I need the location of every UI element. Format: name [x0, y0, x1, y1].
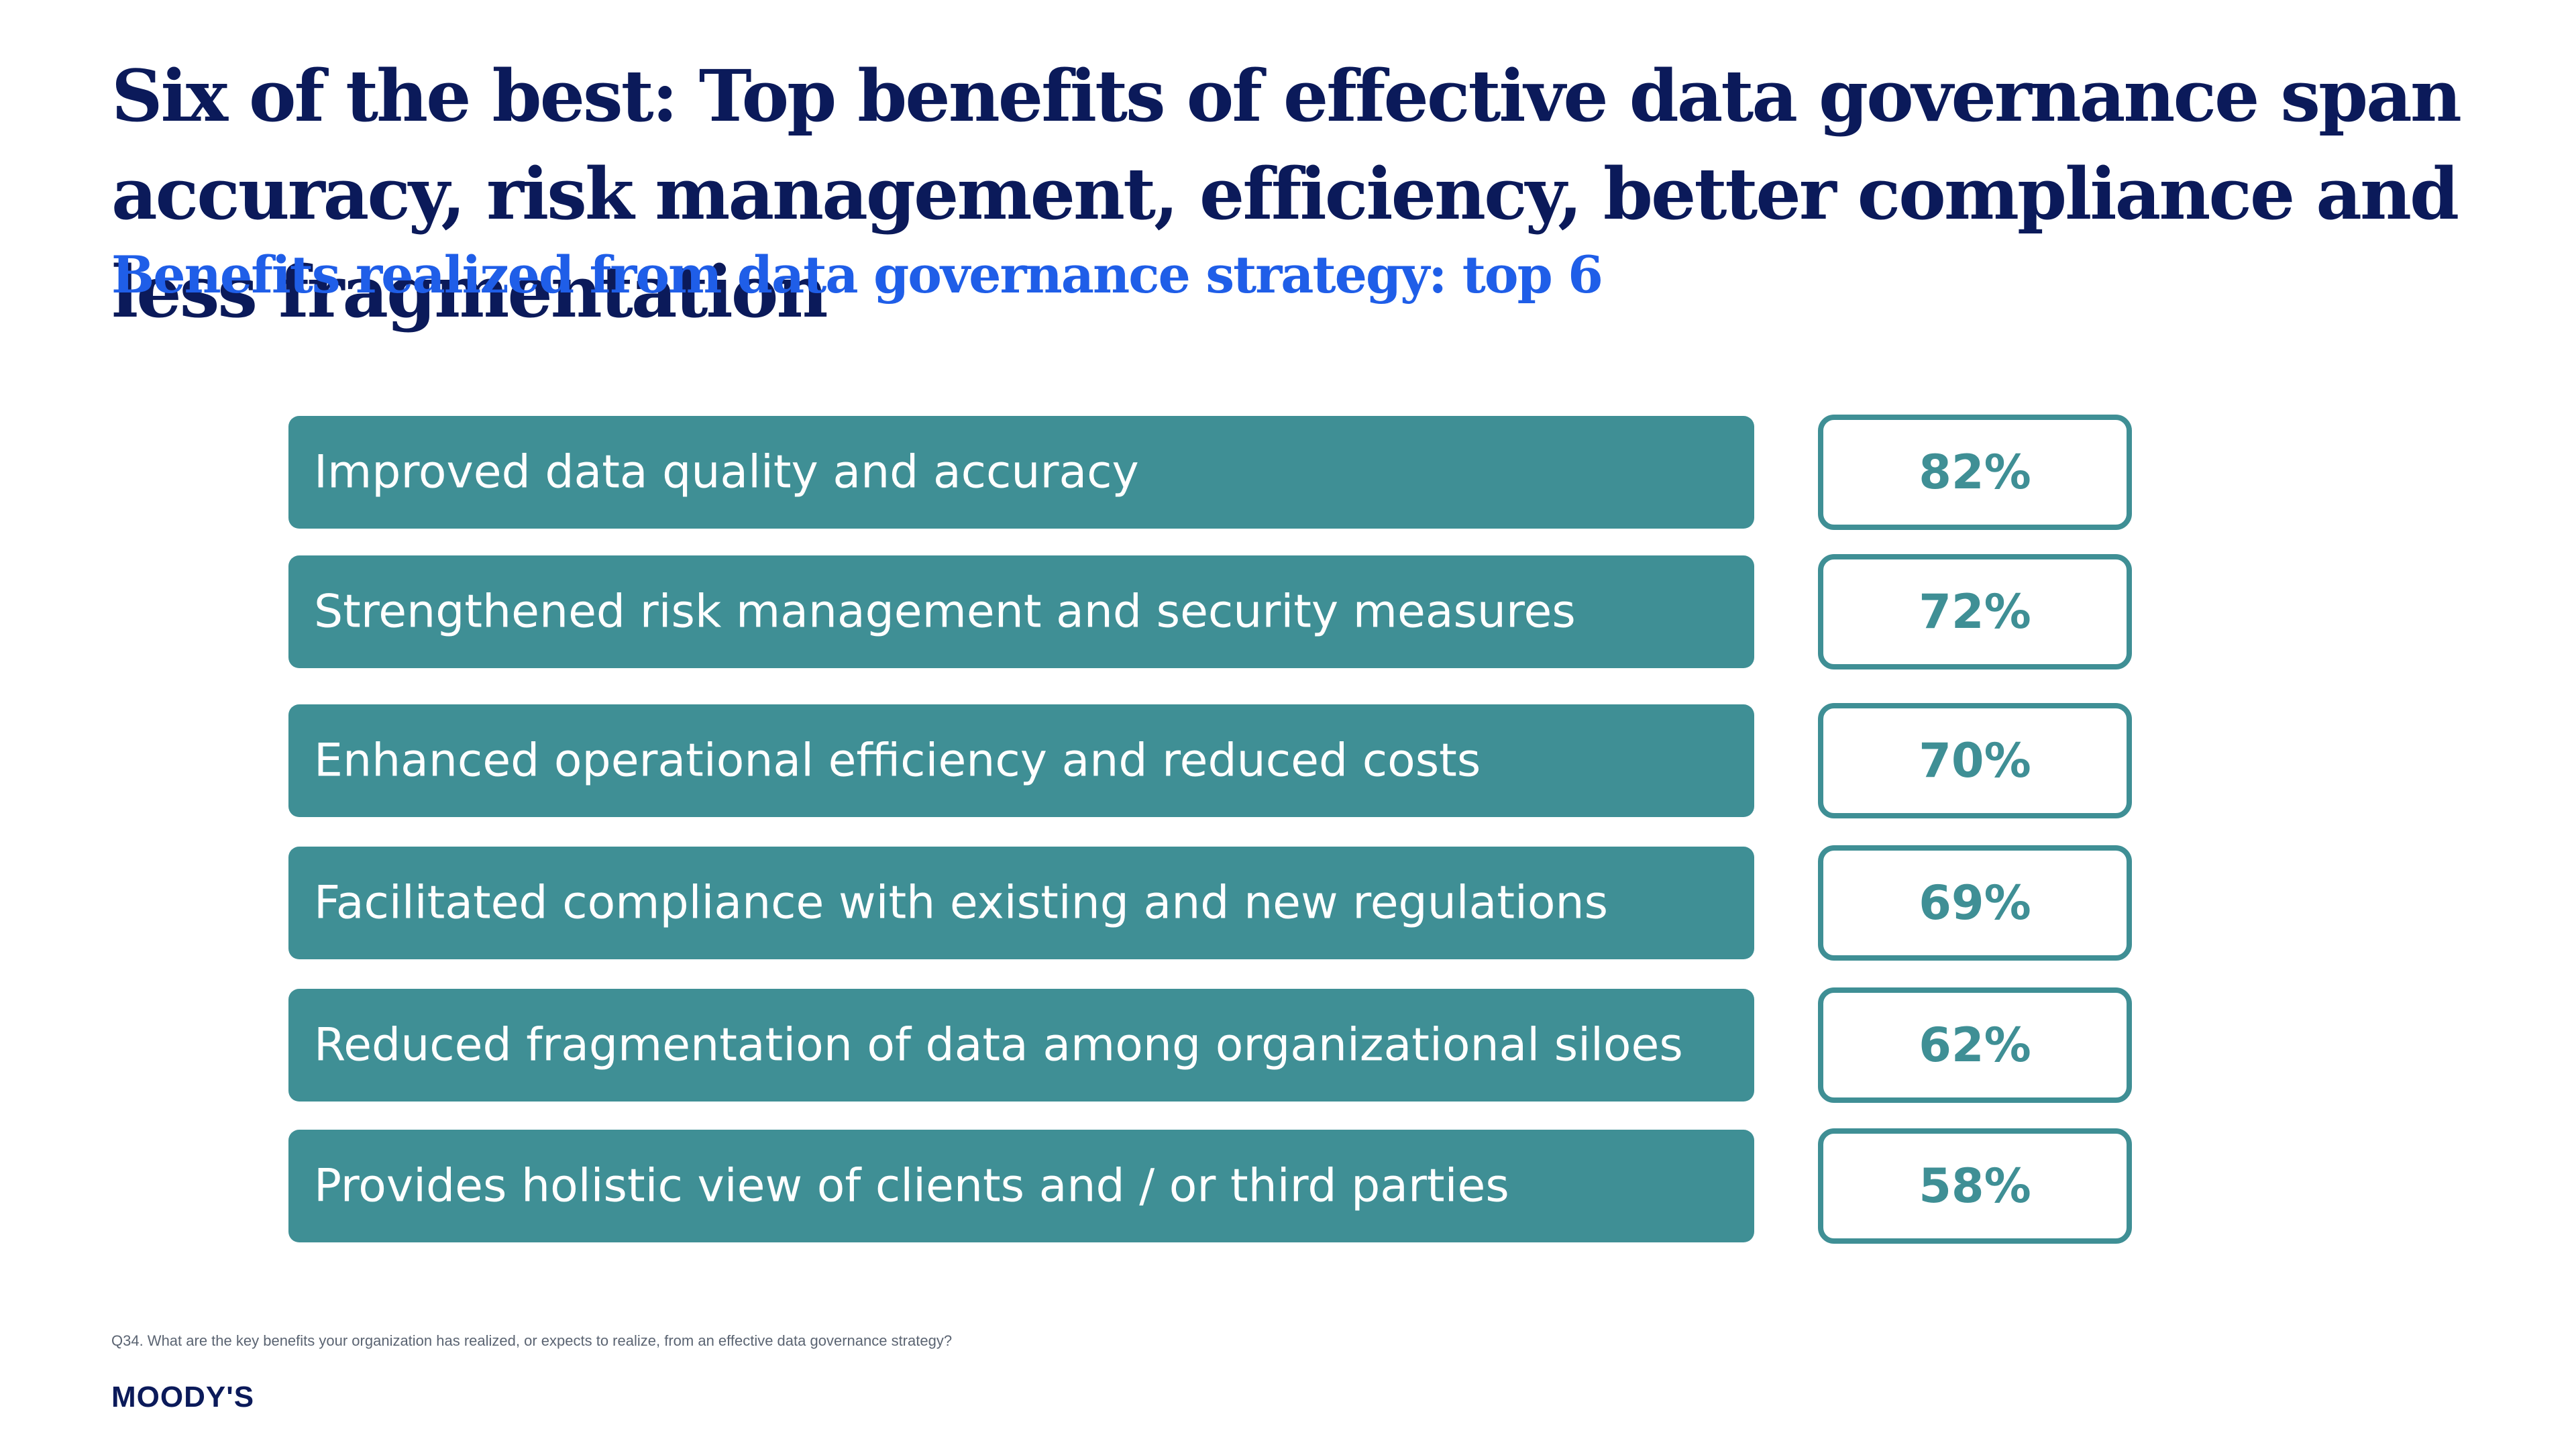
benefit-label: Enhanced operational efficiency and redu…	[314, 735, 1481, 788]
percentage-value: 58%	[1919, 1159, 2031, 1214]
benefit-label: Improved data quality and accuracy	[314, 446, 1139, 499]
percentage-value: 72%	[1919, 584, 2031, 639]
percentage-box	[1818, 554, 2132, 669]
percentage-box	[1818, 987, 2132, 1103]
chart-subtitle: Benefits realized from data governance s…	[111, 245, 1603, 305]
benefit-row: Provides holistic view of clients and / …	[288, 1128, 2132, 1244]
percentage-box	[1818, 1128, 2132, 1244]
benefit-row: Reduced fragmentation of data among orga…	[288, 987, 2132, 1103]
percentage-value: 69%	[1919, 875, 2031, 930]
benefit-bar	[288, 704, 1754, 817]
benefit-row: Enhanced operational efficiency and redu…	[288, 703, 2132, 818]
moodys-logo: MOODY'S	[111, 1381, 255, 1413]
benefit-row: Improved data quality and accuracy 82%	[288, 415, 2132, 530]
percentage-value: 62%	[1919, 1018, 2031, 1073]
benefit-row: Strengthened risk management and securit…	[288, 554, 2132, 669]
benefit-label: Provides holistic view of clients and / …	[314, 1160, 1509, 1213]
benefit-label: Strengthened risk management and securit…	[314, 586, 1576, 639]
benefit-bar	[288, 416, 1754, 529]
benefit-row: Facilitated compliance with existing and…	[288, 845, 2132, 961]
benefit-bar	[288, 555, 1754, 668]
benefit-label: Reduced fragmentation of data among orga…	[314, 1019, 1683, 1072]
benefit-bar	[288, 989, 1754, 1102]
page-title: Six of the best: Top benefits of effecti…	[111, 54, 2462, 333]
percentage-value: 70%	[1919, 733, 2031, 788]
benefit-label: Facilitated compliance with existing and…	[314, 877, 1608, 930]
percentage-box	[1818, 845, 2132, 961]
percentage-value: 82%	[1919, 445, 2031, 500]
benefit-bar	[288, 847, 1754, 959]
benefit-bar	[288, 1130, 1754, 1242]
percentage-box	[1818, 415, 2132, 530]
survey-question-footnote: Q34. What are the key benefits your orga…	[111, 1332, 953, 1349]
percentage-box	[1818, 703, 2132, 818]
